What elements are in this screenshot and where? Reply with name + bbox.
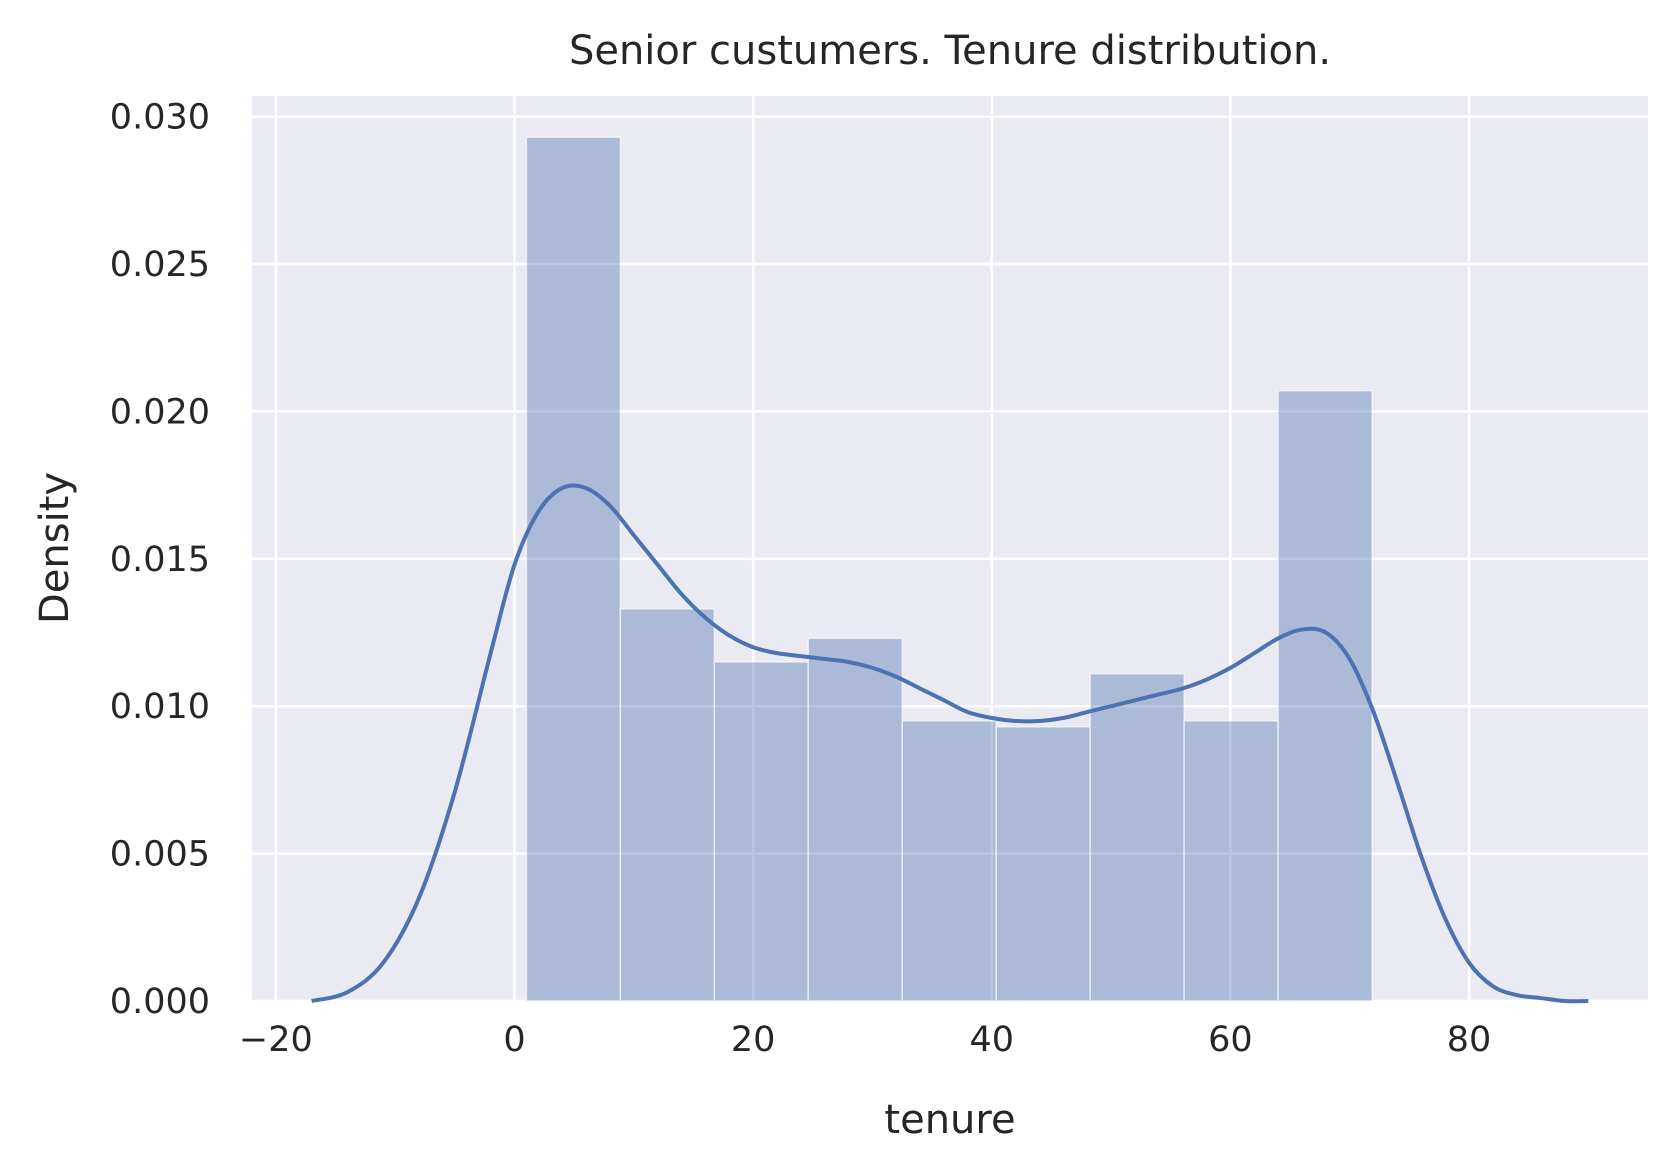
histogram-bar xyxy=(1183,720,1279,1002)
x-tick-label: −20 xyxy=(239,1020,313,1060)
x-tick-label: 80 xyxy=(1447,1020,1492,1060)
histogram-bars xyxy=(525,136,1373,1002)
histogram-bar xyxy=(525,136,622,1002)
x-tick-label: 40 xyxy=(969,1020,1014,1060)
x-tick-label: 20 xyxy=(731,1020,776,1060)
y-tick-label: 0.030 xyxy=(110,98,210,138)
histogram-bar xyxy=(995,726,1091,1002)
chart-title: Senior custumers. Tenure distribution. xyxy=(569,28,1331,74)
histogram-bar xyxy=(1089,673,1185,1002)
y-tick-label: 0.015 xyxy=(110,540,210,580)
y-tick-label: 0.020 xyxy=(110,392,210,432)
histogram-bar xyxy=(807,637,904,1002)
plot-background xyxy=(252,96,1648,1001)
y-axis-label: Density xyxy=(32,472,78,624)
y-tick-label: 0.010 xyxy=(110,687,210,727)
grid xyxy=(252,96,1648,1003)
y-tick-label: 0.005 xyxy=(110,835,210,875)
kde-line xyxy=(311,483,1589,1004)
y-tick-label: 0.000 xyxy=(110,982,210,1022)
y-tick-label: 0.025 xyxy=(110,245,210,285)
x-tick-label: 60 xyxy=(1208,1020,1253,1060)
histogram-bar xyxy=(901,720,997,1002)
x-axis-label: tenure xyxy=(884,1097,1015,1143)
x-tick-label: 0 xyxy=(503,1020,525,1060)
tick-labels: −20 0 20 40 60 80 0.000 0.005 0.010 0.015 0.020 0.0… xyxy=(110,98,1492,1060)
histogram-bar xyxy=(713,661,810,1002)
histogram-bar xyxy=(1277,390,1373,1002)
histogram-bar xyxy=(619,608,716,1002)
